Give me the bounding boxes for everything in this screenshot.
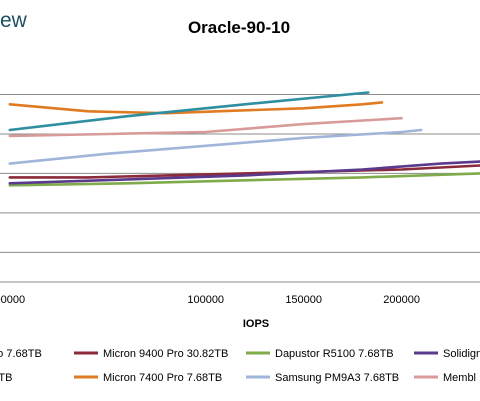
x-tick-label-3: 200000 (383, 294, 420, 306)
legend-item-5: Micron 7400 Pro 7.68TB (74, 372, 222, 384)
legend-item-0: 0 Pro 7.68TB (0, 348, 42, 360)
series-line-6 (8, 91, 370, 132)
series-line-2 (8, 101, 384, 115)
series-lines (8, 91, 480, 187)
legend-label-5: Micron 7400 Pro 7.68TB (103, 372, 222, 384)
x-tick-label-2: 150000 (285, 294, 322, 306)
logo-text: ew (0, 9, 28, 32)
x-tick-label-0: 00000 (0, 294, 25, 306)
series-line-5 (8, 116, 403, 138)
legend-item-2: Dapustor R5100 7.68TB (246, 348, 394, 360)
legend-label-1: Micron 9400 Pro 30.82TB (103, 348, 228, 360)
x-tick-label-1: 100000 (187, 294, 224, 306)
legend-item-4: 7.68TB (0, 372, 12, 384)
series-line-0 (8, 164, 480, 179)
legend-label-0: 0 Pro 7.68TB (0, 348, 42, 360)
series-line-4 (8, 160, 480, 185)
legend-label-2: Dapustor R5100 7.68TB (275, 348, 394, 360)
legend-item-1: Micron 9400 Pro 30.82TB (74, 348, 228, 360)
legend-label-6: Samsung PM9A3 7.68TB (275, 372, 399, 384)
x-tick-labels: 00000 100000 150000 200000 (0, 294, 420, 306)
legend-item-6: Samsung PM9A3 7.68TB (246, 372, 399, 384)
x-axis-label: IOPS (243, 318, 269, 330)
legend-item-7: Membl (414, 372, 476, 384)
chart-title: Oracle-90-10 (188, 18, 290, 37)
legend-label-4: 7.68TB (0, 372, 12, 384)
legend-item-3: Solidign (414, 348, 480, 360)
legend-label-7: Membl (443, 372, 476, 384)
series-line-1 (8, 172, 480, 187)
legend: 0 Pro 7.68TB Micron 9400 Pro 30.82TB Dapus… (0, 348, 480, 384)
legend-label-3: Solidign (443, 348, 480, 360)
series-line-3 (8, 128, 423, 165)
